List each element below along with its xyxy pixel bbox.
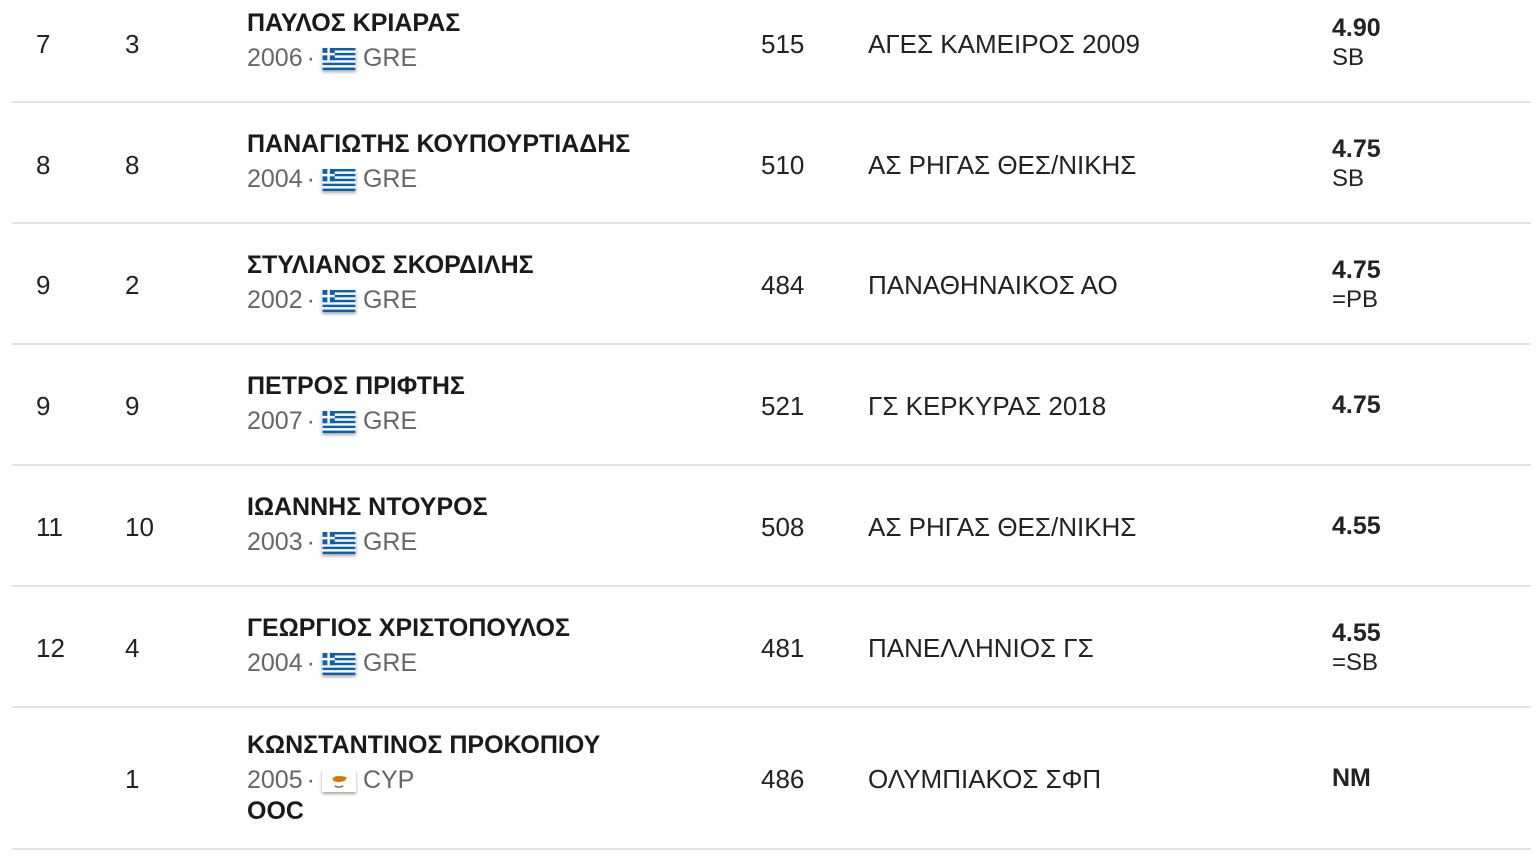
bib-cell: 1 [125,764,140,794]
athlete-name[interactable]: ΠΑΝΑΓΙΩΤΗΣ ΚΟΥΠΟΥΡΤΙΑΔΗΣ [247,130,631,158]
athlete-name[interactable]: ΠΕΤΡΟΣ ΠΡΙΦΤΗΣ [247,372,465,400]
position-cell: 9 [36,270,51,300]
bib-cell: 3 [125,29,140,59]
club-cell: ΓΣ ΚΕΡΚΥΡΑΣ 2018 [868,391,1107,421]
athlete-meta: 2002 · GRE [247,286,418,314]
bib-cell: 10 [125,512,154,542]
athlete-meta: 2007 · GRE [247,407,418,435]
mark-note: =PB [1332,286,1379,313]
greece-flag-icon [322,48,356,70]
country-code: GRE [362,649,418,677]
club-cell: ΠΑΝΑΘΗΝΑΙΚΟΣ ΑΟ [868,270,1118,300]
points-cell: 515 [761,29,805,59]
position-cell: 9 [36,391,51,421]
greece-flag-icon [322,290,356,312]
birth-year: 2004 [247,649,303,677]
club-cell: ΑΣ ΡΗΓΑΣ ΘΕΣ/ΝΙΚΗΣ [868,150,1137,180]
country-code: GRE [362,528,418,556]
position-cell: 12 [36,633,65,663]
athlete-meta: 2004 · GRE [247,165,418,193]
greece-flag-icon [322,411,356,433]
bib-cell: 8 [125,150,140,180]
cyprus-flag-icon [322,770,356,792]
mark-cell: 4.90 [1332,14,1381,42]
position-cell: 11 [36,512,63,542]
table-row[interactable]: 11 10 ΙΩΑΝΝΗΣ ΝΤΟΥΡΟΣ 2003 · GRE 508 ΑΣ Ρ… [12,466,1531,587]
birth-year: 2004 [247,165,303,193]
greece-flag-icon [322,532,356,554]
country-code: GRE [362,44,418,72]
position-cell: 8 [36,150,51,180]
points-cell: 508 [761,512,805,542]
athlete-meta: 2004 · GRE [247,649,418,677]
mark-cell: 4.55 [1332,619,1381,647]
athlete-meta: 2005 · CYP [247,766,415,794]
points-cell: 484 [761,270,805,300]
points-cell: 510 [761,150,805,180]
club-cell: ΠΑΝΕΛΛΗΝΙΟΣ ΓΣ [868,633,1094,663]
country-code: CYP [362,766,415,794]
table-row[interactable]: 12 4 ΓΕΩΡΓΙΟΣ ΧΡΙΣΤΟΠΟΥΛΟΣ 2004 · GRE 481… [12,587,1531,708]
birth-year: 2002 [247,286,303,314]
mark-cell: 4.75 [1332,135,1381,163]
points-cell: 481 [761,633,805,663]
table-row[interactable]: 1 ΚΩΝΣΤΑΝΤΙΝΟΣ ΠΡΟΚΟΠΙΟΥ 2005 · CYP OOC 4… [12,708,1531,850]
country-code: GRE [362,407,418,435]
athlete-name[interactable]: ΓΕΩΡΓΙΟΣ ΧΡΙΣΤΟΠΟΥΛΟΣ [247,614,571,642]
mark-note: =SB [1332,649,1379,676]
bib-cell: 4 [125,633,140,663]
athlete-meta: 2006 · GRE [247,44,418,72]
athlete-meta: 2003 · GRE [247,528,418,556]
table-row[interactable]: 9 9 ΠΕΤΡΟΣ ΠΡΙΦΤΗΣ 2007 · GRE 521 ΓΣ ΚΕΡΚ… [12,345,1531,466]
bib-cell: 9 [125,391,140,421]
country-code: GRE [362,165,418,193]
mark-cell: 4.55 [1332,512,1381,540]
birth-year: 2006 [247,44,303,72]
mark-note: SB [1332,165,1365,192]
birth-year: 2007 [247,407,303,435]
table-row[interactable]: 7 3 ΠΑΥΛΟΣ ΚΡΙΑΡΑΣ 2006 · GRE 515 ΑΓΕΣ ΚΑ… [12,0,1531,103]
country-code: GRE [362,286,418,314]
club-cell: ΟΛΥΜΠΙΑΚΟΣ ΣΦΠ [868,764,1102,794]
club-cell: ΑΓΕΣ ΚΑΜΕΙΡΟΣ 2009 [868,29,1140,59]
table-row[interactable]: 9 2 ΣΤΥΛΙΑΝΟΣ ΣΚΟΡΔΙΛΗΣ 2002 · GRE 484 ΠΑ… [12,224,1531,345]
birth-year: 2003 [247,528,303,556]
table-row[interactable]: 8 8 ΠΑΝΑΓΙΩΤΗΣ ΚΟΥΠΟΥΡΤΙΑΔΗΣ 2004 · GRE 5… [12,103,1531,224]
greece-flag-icon [322,653,356,675]
position-cell: 7 [36,29,51,59]
athlete-name[interactable]: ΙΩΑΝΝΗΣ ΝΤΟΥΡΟΣ [247,493,488,521]
points-cell: 486 [761,764,805,794]
mark-cell: 4.75 [1332,256,1381,284]
mark-cell: NM [1332,764,1371,792]
mark-cell: 4.75 [1332,391,1381,419]
points-cell: 521 [761,391,805,421]
mark-note: SB [1332,44,1365,71]
athlete-name[interactable]: ΠΑΥΛΟΣ ΚΡΙΑΡΑΣ [247,9,461,37]
athlete-name[interactable]: ΚΩΝΣΤΑΝΤΙΝΟΣ ΠΡΟΚΟΠΙΟΥ [247,731,601,759]
club-cell: ΑΣ ΡΗΓΑΣ ΘΕΣ/ΝΙΚΗΣ [868,512,1137,542]
athlete-name[interactable]: ΣΤΥΛΙΑΝΟΣ ΣΚΟΡΔΙΛΗΣ [247,251,534,279]
greece-flag-icon [322,169,356,191]
ooc-label: OOC [247,797,304,825]
birth-year: 2005 [247,766,303,794]
bib-cell: 2 [125,270,140,300]
